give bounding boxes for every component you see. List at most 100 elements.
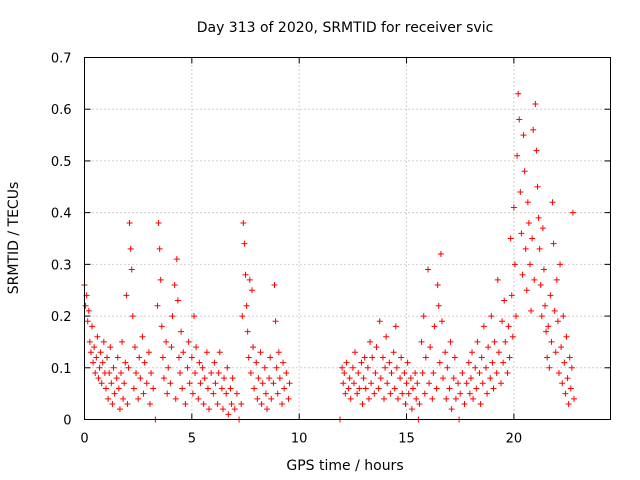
data-point: [452, 395, 459, 402]
data-point: [164, 390, 171, 397]
data-point: [285, 395, 292, 402]
data-point: [122, 359, 129, 366]
data-point: [392, 323, 399, 330]
data-point: [87, 349, 94, 356]
data-point: [268, 395, 275, 402]
data-point: [168, 344, 175, 351]
y-axis-label: SRMTID / TECUs: [6, 182, 22, 295]
data-point: [139, 333, 146, 340]
data-point: [461, 400, 468, 407]
data-point: [446, 385, 453, 392]
data-point: [469, 349, 476, 356]
data-point: [218, 385, 225, 392]
data-point: [560, 313, 567, 320]
data-point: [433, 385, 440, 392]
data-point: [173, 256, 180, 263]
data-point: [455, 380, 462, 387]
data-point: [156, 245, 163, 252]
data-point: [545, 323, 552, 330]
data-point: [179, 385, 186, 392]
data-point: [182, 400, 189, 407]
data-point: [487, 375, 494, 382]
data-point: [524, 199, 531, 206]
data-point: [356, 385, 363, 392]
data-point: [474, 338, 481, 345]
data-point: [178, 328, 185, 335]
data-point: [499, 318, 506, 325]
data-point: [534, 183, 541, 190]
data-point: [255, 375, 262, 382]
data-point: [203, 349, 210, 356]
data-point: [440, 375, 447, 382]
data-point: [281, 385, 288, 392]
data-point: [373, 344, 380, 351]
data-point: [563, 333, 570, 340]
data-point: [197, 380, 204, 387]
data-point: [517, 188, 524, 195]
data-point: [250, 344, 257, 351]
data-point: [479, 380, 486, 387]
data-point: [550, 240, 557, 247]
data-point: [382, 364, 389, 371]
data-point: [467, 375, 474, 382]
data-point: [238, 400, 245, 407]
data-point: [429, 395, 436, 402]
data-point: [90, 359, 97, 366]
data-point: [208, 369, 215, 376]
data-point: [102, 385, 109, 392]
data-point: [172, 395, 179, 402]
data-point: [451, 354, 458, 361]
data-point: [537, 282, 544, 289]
data-point: [192, 369, 199, 376]
data-point: [270, 380, 277, 387]
data-point: [473, 385, 480, 392]
y-tick-label: 0.7: [51, 52, 72, 67]
data-point: [386, 359, 393, 366]
data-point: [376, 318, 383, 325]
data-point: [470, 395, 477, 402]
data-point: [89, 323, 96, 330]
data-point: [427, 344, 434, 351]
data-point: [485, 344, 492, 351]
data-point: [241, 240, 248, 247]
x-tick-label: 20: [506, 432, 523, 447]
data-point: [242, 271, 249, 278]
data-point: [174, 297, 181, 304]
data-point: [393, 364, 400, 371]
data-point: [520, 132, 527, 139]
data-point: [564, 375, 571, 382]
data-point: [96, 364, 103, 371]
data-point: [105, 395, 112, 402]
data-point: [188, 354, 195, 361]
data-point: [538, 313, 545, 320]
data-point: [189, 390, 196, 397]
data-point: [271, 282, 278, 289]
data-point: [175, 354, 182, 361]
data-point: [352, 349, 359, 356]
data-point: [480, 323, 487, 330]
data-point: [254, 395, 261, 402]
data-point: [571, 395, 578, 402]
data-point: [501, 297, 508, 304]
data-point: [390, 349, 397, 356]
data-point: [500, 359, 507, 366]
y-tick-label: 0.2: [51, 310, 72, 325]
data-point: [521, 168, 528, 175]
data-point: [193, 344, 200, 351]
data-point: [448, 406, 455, 413]
data-point: [436, 359, 443, 366]
data-point: [140, 390, 147, 397]
data-point: [403, 380, 410, 387]
data-point: [159, 354, 166, 361]
data-point: [243, 302, 250, 309]
data-point: [518, 230, 525, 237]
data-point: [391, 385, 398, 392]
data-point: [100, 338, 107, 345]
data-point: [125, 364, 132, 371]
data-point: [263, 406, 270, 413]
data-point: [375, 385, 382, 392]
data-point: [130, 385, 137, 392]
data-point: [514, 152, 521, 159]
data-point: [210, 390, 217, 397]
data-point: [416, 400, 423, 407]
